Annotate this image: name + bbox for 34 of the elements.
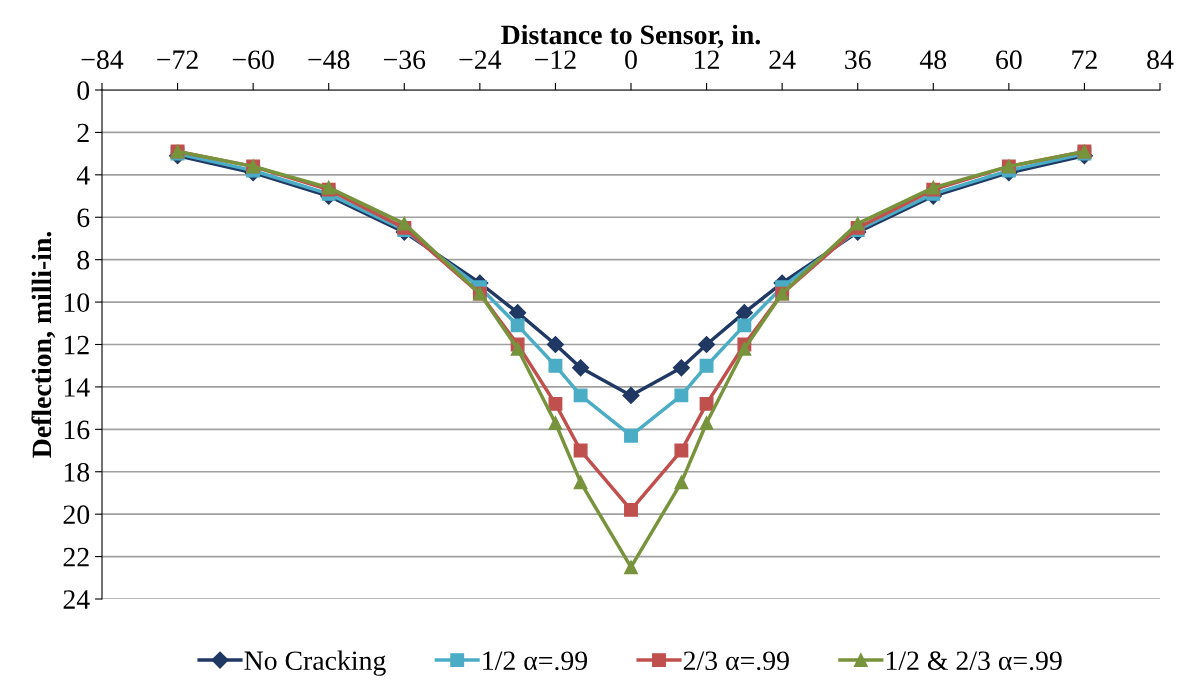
x-tick-label: −60: [232, 50, 274, 70]
x-axis-title: Distance to Sensor, in.: [501, 24, 761, 49]
x-tick-label: 0: [625, 50, 637, 70]
y-tick-label: 4: [76, 166, 90, 185]
y-tick-label: 2: [77, 123, 89, 143]
x-tick-label: −36: [383, 50, 426, 70]
y-tick-label: 6: [77, 208, 90, 228]
y-tick-label: 14: [64, 378, 90, 397]
y-axis-title: Deflection, milli-in.: [31, 231, 56, 458]
x-tick-label: 60: [996, 50, 1022, 70]
x-tick-label: −48: [308, 50, 350, 70]
y-tick-label: 20: [63, 505, 90, 525]
x-tick-label: 48: [919, 50, 947, 70]
y-tick-label: 24: [63, 590, 90, 609]
y-tick-label: 0: [77, 81, 90, 100]
x-tick-label: −72: [157, 50, 198, 69]
y-tick-label: 10: [64, 293, 90, 312]
y-tick-label: 16: [64, 420, 90, 440]
x-tick-label: −12: [535, 50, 576, 69]
legend-label: 1/2 α=.99: [483, 651, 588, 671]
x-tick-label: 24: [769, 50, 796, 69]
y-tick-label: 18: [64, 462, 90, 482]
x-tick-label: −84: [81, 50, 124, 70]
y-tick-label: 22: [63, 547, 89, 567]
y-tick-label: 8: [77, 250, 90, 270]
legend-label: 2/3 α=.99: [683, 651, 789, 671]
x-tick-label: 36: [845, 50, 871, 70]
x-tick-label: 72: [1072, 50, 1097, 69]
legend-label: No Cracking: [244, 650, 386, 676]
x-tick-label: 84: [1147, 50, 1174, 70]
y-tick-label: 12: [64, 335, 89, 355]
x-tick-label: −24: [459, 50, 502, 69]
x-tick-label: 12: [695, 50, 719, 69]
legend-label: 1/2 & 2/3 α=.99: [886, 651, 1062, 671]
